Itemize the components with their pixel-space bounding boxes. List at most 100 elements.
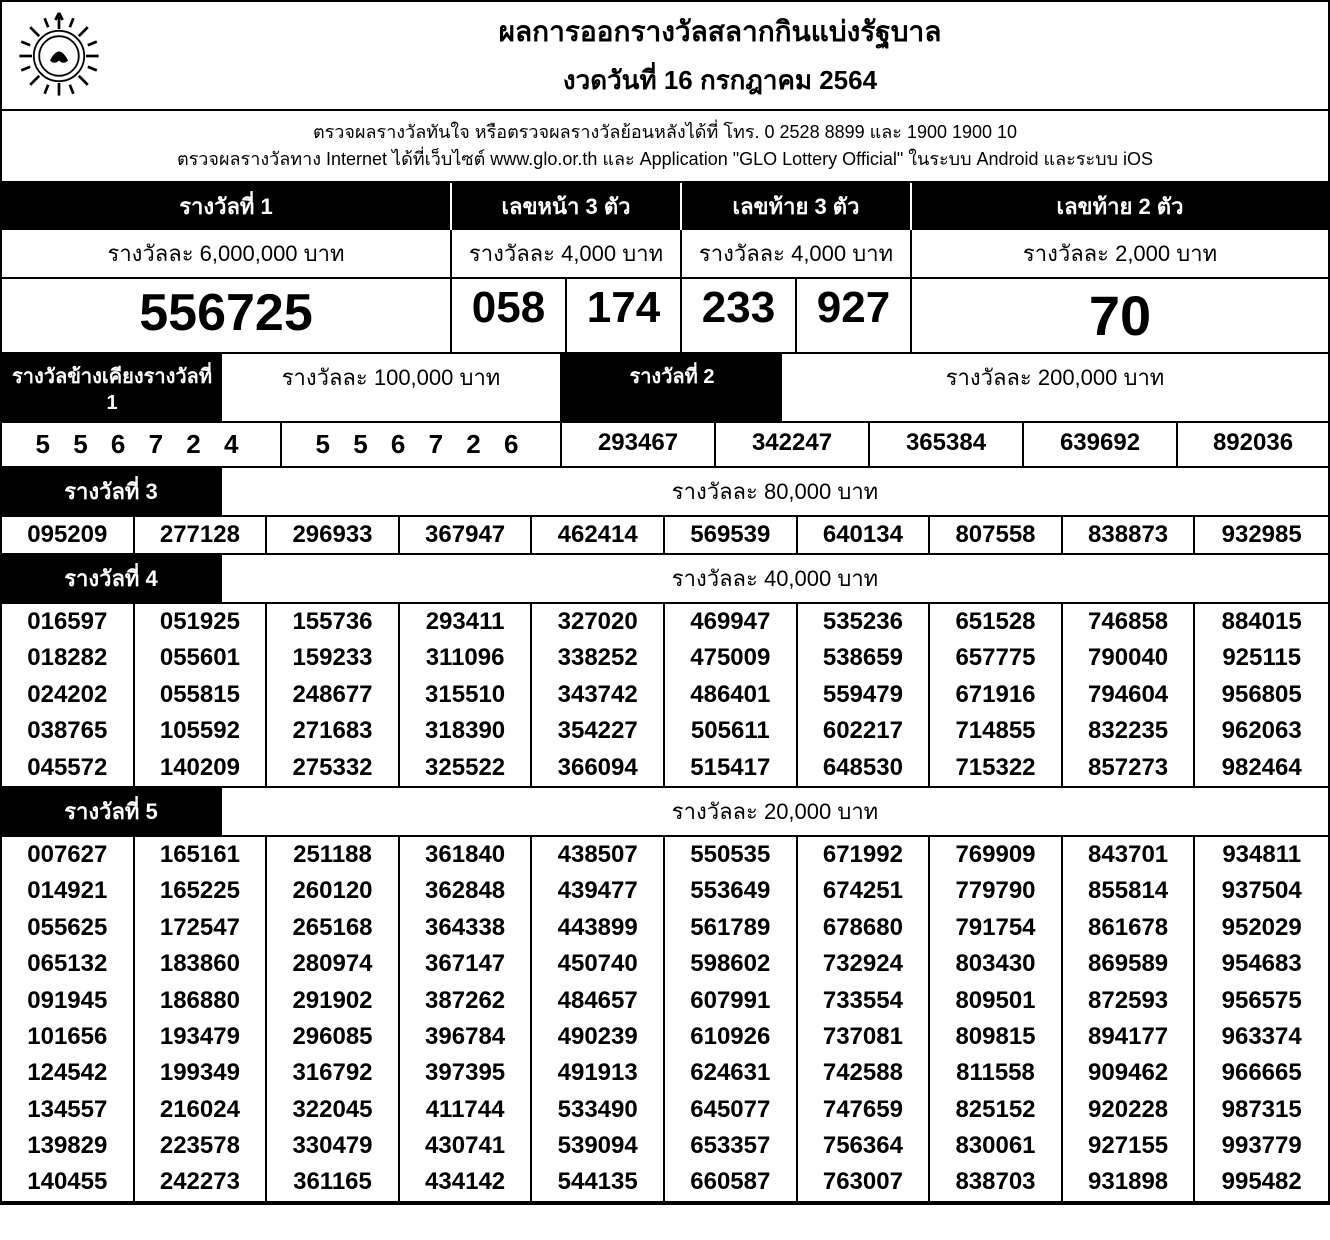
- prize5-grid-num: 561789: [665, 910, 798, 946]
- prize4-grid-num: 602217: [798, 713, 931, 749]
- prize5-grid-num: 995482: [1195, 1164, 1328, 1200]
- prize4-grid-num: 715322: [930, 750, 1063, 786]
- prize5-grid-num: 396784: [400, 1019, 533, 1055]
- prize5-grid-num: 260120: [267, 873, 400, 909]
- prize4-grid-num: 311096: [400, 640, 533, 676]
- prize4-grid-num: 354227: [532, 713, 665, 749]
- prize4-grid-num: 746858: [1063, 604, 1196, 640]
- prize5-grid-num: 838703: [930, 1164, 1063, 1200]
- prize5-grid-num: 434142: [400, 1164, 533, 1200]
- prize4-grid-num: 055815: [135, 677, 268, 713]
- prize3-num: 095209: [2, 517, 135, 553]
- top-amounts: รางวัลละ 6,000,000 บาท รางวัลละ 4,000 บา…: [2, 230, 1328, 279]
- prize5-grid-num: 756364: [798, 1128, 931, 1164]
- prize5-grid-num: 186880: [135, 983, 268, 1019]
- prize5-grid-num: 438507: [532, 837, 665, 873]
- prize5-grid-num: 811558: [930, 1055, 1063, 1091]
- prize5-grid-num: 624631: [665, 1055, 798, 1091]
- prize4-numbers: 0165970182820242020387650455720519250556…: [2, 604, 1328, 788]
- prize5-grid-num: 007627: [2, 837, 135, 873]
- prize4-grid-num: 140209: [135, 750, 268, 786]
- prize4-grid-num: 045572: [2, 750, 135, 786]
- prize5-grid-num: 091945: [2, 983, 135, 1019]
- prize4-grid-num: 338252: [532, 640, 665, 676]
- prize5-numbers: 0076270149210556250651320919451016561245…: [2, 837, 1328, 1203]
- prize5-grid-num: 134557: [2, 1092, 135, 1128]
- prize5-grid-num: 598602: [665, 946, 798, 982]
- prize4-grid-num: 982464: [1195, 750, 1328, 786]
- prize5-grid-num: 430741: [400, 1128, 533, 1164]
- prize4-grid-num: 475009: [665, 640, 798, 676]
- prize5-grid-num: 660587: [665, 1164, 798, 1200]
- prize5-grid-num: 216024: [135, 1092, 268, 1128]
- prize5-grid-num: 645077: [665, 1092, 798, 1128]
- near1-amount: รางวัลละ 100,000 บาท: [222, 354, 562, 421]
- prize5-grid-num: 491913: [532, 1055, 665, 1091]
- prize4-grid-num: 293411: [400, 604, 533, 640]
- back3-b: 927: [797, 279, 912, 354]
- prize5-grid-num: 610926: [665, 1019, 798, 1055]
- prize3-num: 569539: [665, 517, 798, 553]
- prize4-grid-num: 016597: [2, 604, 135, 640]
- prize5-grid-num: 737081: [798, 1019, 931, 1055]
- prize5-grid-num: 139829: [2, 1128, 135, 1164]
- prize3-num: 932985: [1195, 517, 1328, 553]
- prize5-grid-num: 732924: [798, 946, 931, 982]
- lottery-results-page: ผลการออกรางวัลสลากกินแบ่งรัฐบาล งวดวันที…: [0, 0, 1330, 1205]
- prize4-grid-num: 055601: [135, 640, 268, 676]
- prize5-grid-num: 963374: [1195, 1019, 1328, 1055]
- prize5-grid-num: 533490: [532, 1092, 665, 1128]
- prize4-grid-num: 794604: [1063, 677, 1196, 713]
- prize1-number: 556725: [2, 279, 452, 354]
- prize4-grid-num: 155736: [267, 604, 400, 640]
- prize3-num: 807558: [930, 517, 1063, 553]
- prize4-grid-num: 790040: [1063, 640, 1196, 676]
- prize5-grid-num: 361165: [267, 1164, 400, 1200]
- near1-prize2-headers: รางวัลข้างเคียงรางวัลที่ 1 รางวัลละ 100,…: [2, 354, 1328, 423]
- prize5-grid-num: 265168: [267, 910, 400, 946]
- prize4-grid-num: 248677: [267, 677, 400, 713]
- front3-a: 058: [452, 279, 567, 354]
- prize5-grid-num: 803430: [930, 946, 1063, 982]
- prize4-grid-num: 714855: [930, 713, 1063, 749]
- prize3-num: 640134: [798, 517, 931, 553]
- near1-label: รางวัลข้างเคียงรางวัลที่ 1: [2, 354, 222, 421]
- prize5-grid-num: 779790: [930, 873, 1063, 909]
- prize5-grid-num: 550535: [665, 837, 798, 873]
- prize5-grid-num: 671992: [798, 837, 931, 873]
- prize4-grid-num: 538659: [798, 640, 931, 676]
- prize5-grid-num: 733554: [798, 983, 931, 1019]
- prize4-grid-num: 469947: [665, 604, 798, 640]
- prize4-grid-num: 318390: [400, 713, 533, 749]
- front3-header: เลขหน้า 3 ตัว: [452, 183, 682, 230]
- prize2-num-2: 365384: [870, 423, 1024, 466]
- info-bar: ตรวจผลรางวัลทันใจ หรือตรวจผลรางวัลย้อนหล…: [2, 111, 1328, 183]
- page-header: ผลการออกรางวัลสลากกินแบ่งรัฐบาล งวดวันที…: [2, 2, 1328, 111]
- near1-num-a: 5 5 6 7 2 4: [2, 423, 282, 466]
- prize4-grid-num: 925115: [1195, 640, 1328, 676]
- prize2-num-4: 892036: [1178, 423, 1328, 466]
- prize5-grid-num: 484657: [532, 983, 665, 1019]
- prize5-grid-num: 165225: [135, 873, 268, 909]
- prize5-grid-num: 742588: [798, 1055, 931, 1091]
- prize5-grid-num: 956575: [1195, 983, 1328, 1019]
- prize5-grid-num: 653357: [665, 1128, 798, 1164]
- prize5-grid-num: 439477: [532, 873, 665, 909]
- top-numbers: 556725 058 174 233 927 70: [2, 279, 1328, 354]
- prize5-grid-num: 362848: [400, 873, 533, 909]
- prize5-grid-num: 553649: [665, 873, 798, 909]
- prize4-grid-num: 515417: [665, 750, 798, 786]
- prize5-grid-num: 124542: [2, 1055, 135, 1091]
- prize3-num: 462414: [532, 517, 665, 553]
- prize4-grid-num: 657775: [930, 640, 1063, 676]
- prize5-grid-num: 855814: [1063, 873, 1196, 909]
- prize5-grid-num: 954683: [1195, 946, 1328, 982]
- prize5-grid-num: 101656: [2, 1019, 135, 1055]
- prize2-num-0: 293467: [562, 423, 716, 466]
- prize3-amount: รางวัลละ 80,000 บาท: [222, 468, 1328, 515]
- prize4-grid-num: 832235: [1063, 713, 1196, 749]
- prize5-grid-num: 966665: [1195, 1055, 1328, 1091]
- back2-number: 70: [912, 279, 1328, 354]
- prize5-grid-num: 055625: [2, 910, 135, 946]
- prize4-grid-num: 486401: [665, 677, 798, 713]
